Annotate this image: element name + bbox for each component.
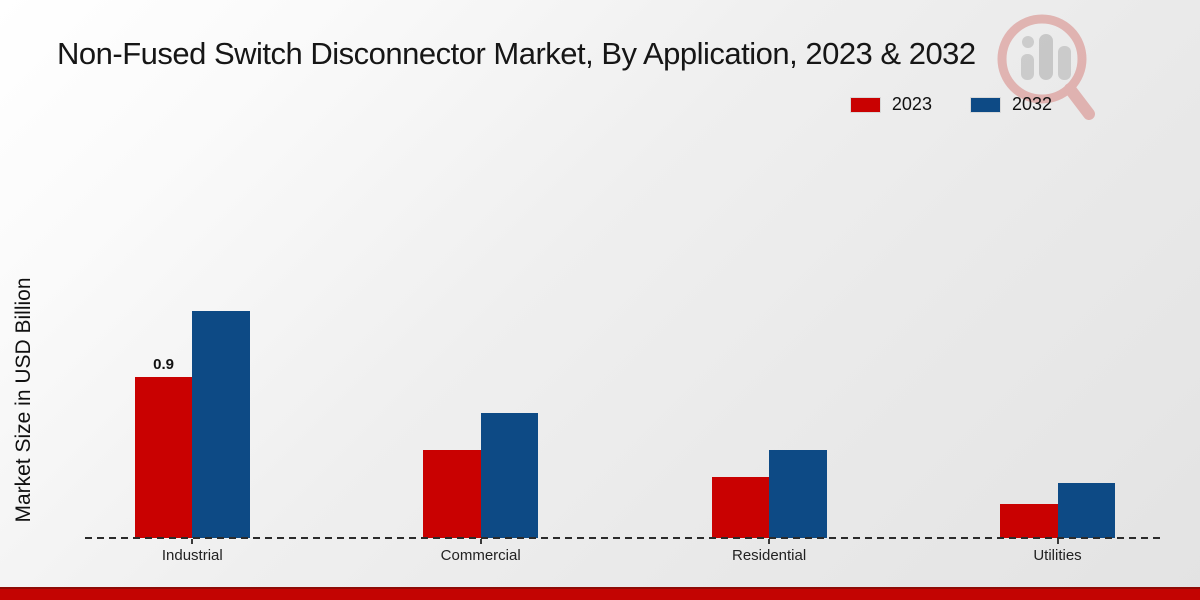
bar-2032-residential: [769, 450, 827, 538]
footer-stripe: [0, 587, 1200, 600]
legend: 2023 2032: [849, 94, 1052, 115]
bar-2032-utilities: [1057, 482, 1115, 538]
bar-2032-commercial: [480, 412, 539, 538]
legend-swatch-2023-icon: [849, 96, 881, 113]
bar-value-label-2023-industrial: 0.9: [153, 355, 174, 373]
chart-title: Non-Fused Switch Disconnector Market, By…: [57, 36, 976, 71]
x-axis-baseline: [85, 537, 1163, 539]
bar-2023-residential: [711, 477, 770, 538]
watermark-magnifier-logo-icon: [997, 14, 1095, 120]
legend-item-2032[interactable]: 2032: [969, 94, 1052, 115]
x-axis-tick-commercial: [479, 539, 482, 544]
legend-label-2023: 2023: [891, 94, 932, 114]
category-label-utilities: Utilities: [1033, 547, 1082, 564]
legend-item-2023[interactable]: 2023: [849, 94, 932, 115]
category-label-residential: Residential: [731, 547, 807, 564]
x-axis-tick-residential: [768, 539, 771, 544]
category-label-commercial: Commercial: [440, 547, 521, 564]
bar-2023-commercial: [423, 450, 481, 538]
y-axis-label: Market Size in USD Billion: [12, 277, 35, 523]
bar-2023-utilities: [1000, 503, 1058, 538]
legend-swatch-2032-icon: [969, 96, 1001, 113]
legend-label-2032: 2032: [1011, 94, 1052, 114]
bar-2023-industrial: [134, 376, 193, 538]
category-label-industrial: Industrial: [161, 547, 223, 564]
x-axis-tick-utilities: [1056, 539, 1059, 544]
bar-2032-industrial: [192, 310, 250, 538]
x-axis-tick-industrial: [191, 539, 194, 544]
